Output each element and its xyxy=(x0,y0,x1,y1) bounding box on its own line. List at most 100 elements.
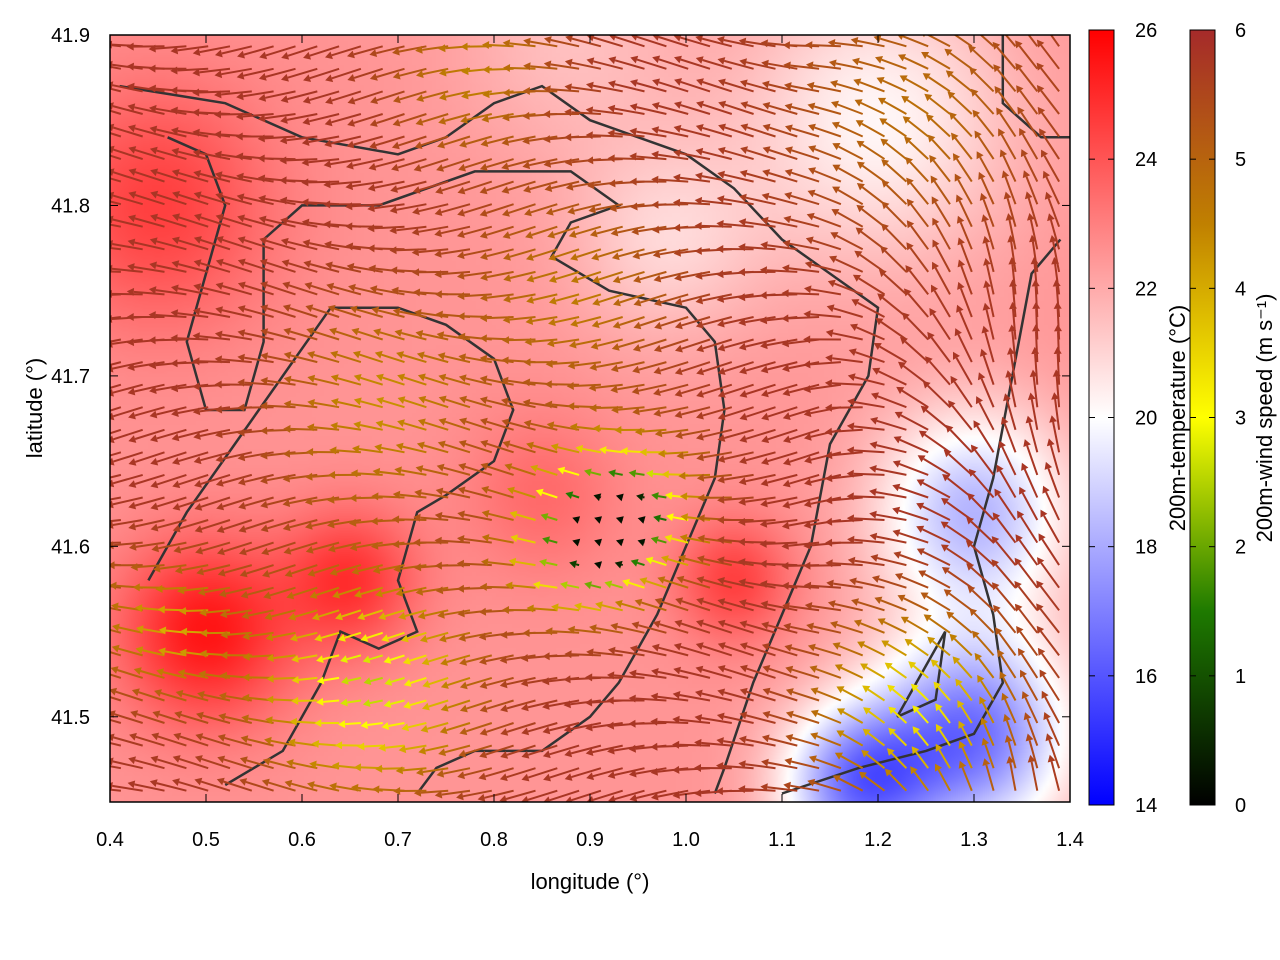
wind-arrow xyxy=(305,304,340,318)
wind-arrow xyxy=(717,57,754,70)
wind-arrow xyxy=(1000,416,1017,453)
wind-arrow xyxy=(393,564,427,573)
wind-arrow xyxy=(213,110,252,119)
wind-arrow xyxy=(482,41,514,49)
wind-arrow xyxy=(1027,392,1039,430)
wind-arrow xyxy=(862,728,886,747)
wind-arrow xyxy=(150,190,187,206)
wind-arrow xyxy=(887,684,908,702)
wind-arrow xyxy=(282,496,318,507)
wind-arrow xyxy=(954,328,973,363)
wind-arrow xyxy=(874,596,907,612)
wind-arrow xyxy=(214,171,253,183)
wind-arrow xyxy=(110,673,122,679)
wind-arrow xyxy=(1005,213,1017,250)
wind-arrow xyxy=(782,406,820,420)
wind-arrow xyxy=(173,541,209,554)
wind-arrow xyxy=(403,676,427,687)
wind-arrow xyxy=(301,178,340,187)
wind-arrow xyxy=(391,158,427,172)
wind-arrow xyxy=(832,775,864,792)
wind-arrow xyxy=(150,755,187,770)
y-axis: 41.5 41.6 41.7 41.8 41.9 xyxy=(51,25,1070,729)
wind-arrow xyxy=(126,287,165,296)
wind-arrow xyxy=(349,305,383,318)
wind-arrow xyxy=(651,200,689,209)
wind-arrow xyxy=(760,241,798,251)
wind-arrow xyxy=(501,180,536,194)
wind-arrow xyxy=(291,654,318,663)
wind-arrow xyxy=(370,90,405,105)
wind-arrow xyxy=(434,225,471,238)
wind-arrow xyxy=(761,59,798,70)
wind-arrow xyxy=(369,135,405,150)
wind-arrow xyxy=(1007,347,1017,385)
wind-arrow xyxy=(632,338,667,352)
wind-arrow xyxy=(434,203,471,216)
wind-arrow xyxy=(372,564,405,574)
x-tick-label: 0.7 xyxy=(384,829,412,851)
wind-arrow xyxy=(906,220,930,250)
colorbar-tick-label: 6 xyxy=(1235,20,1246,42)
wind-arrow xyxy=(381,631,405,642)
wind-arrow xyxy=(257,154,296,163)
wind-arrow xyxy=(279,135,318,145)
wind-arrow xyxy=(523,358,558,367)
wind-arrow xyxy=(311,609,340,621)
wind-arrow xyxy=(239,564,274,578)
wind-arrow xyxy=(759,291,798,300)
wind-arrow xyxy=(110,109,122,115)
wind-arrow xyxy=(630,35,667,48)
wind-arrow xyxy=(505,581,536,590)
wind-arrow xyxy=(193,428,231,440)
wind-arrow xyxy=(906,198,929,228)
wind-arrow xyxy=(652,248,689,259)
wind-arrow xyxy=(869,465,907,476)
wind-arrow xyxy=(369,113,405,127)
wind-arrow xyxy=(1003,713,1017,746)
wind-arrow xyxy=(237,214,274,228)
wind-arrow xyxy=(781,289,820,298)
wind-arrow xyxy=(510,534,536,544)
wind-arrow xyxy=(916,502,951,521)
wind-arrow xyxy=(401,722,427,732)
wind-arrow xyxy=(803,581,841,590)
wind-arrow xyxy=(1041,690,1060,724)
colorbar-tick-label: 4 xyxy=(1235,278,1246,300)
wind-arrow xyxy=(629,152,667,161)
wind-arrow xyxy=(569,560,580,569)
wind-arrow xyxy=(994,86,1017,115)
wind-arrow xyxy=(261,778,296,792)
wind-arrow xyxy=(992,41,1017,70)
wind-arrow xyxy=(979,192,995,228)
wind-arrow xyxy=(392,307,427,318)
wind-arrow xyxy=(586,767,623,781)
wind-arrow xyxy=(392,515,427,524)
wind-arrow xyxy=(782,496,820,509)
wind-arrow xyxy=(831,209,864,228)
wind-arrow xyxy=(958,720,973,747)
wind-arrow xyxy=(589,361,623,371)
wind-arrow xyxy=(500,744,536,759)
wind-arrow xyxy=(570,248,602,261)
x-tick-label: 0.8 xyxy=(480,829,508,851)
wind-arrow xyxy=(150,496,187,511)
wind-arrow xyxy=(875,56,907,70)
wind-arrow xyxy=(696,428,733,441)
wind-arrow xyxy=(977,372,995,408)
wind-arrow xyxy=(237,236,274,251)
wind-arrow xyxy=(673,124,711,138)
wind-arrow xyxy=(438,90,471,101)
wind-arrow xyxy=(1023,712,1039,746)
y-tick-label: 41.9 xyxy=(51,25,90,47)
wind-arrow xyxy=(993,604,1017,634)
wind-arrow xyxy=(240,586,274,599)
colorbar-tick-label: 5 xyxy=(1235,149,1246,171)
wind-arrow xyxy=(1001,692,1017,724)
wind-arrow xyxy=(1027,35,1039,47)
wind-arrow xyxy=(1041,149,1060,183)
wind-arrow xyxy=(696,451,732,462)
wind-arrow xyxy=(945,70,973,93)
wind-arrow xyxy=(1038,533,1060,566)
wind-arrow xyxy=(593,493,602,502)
